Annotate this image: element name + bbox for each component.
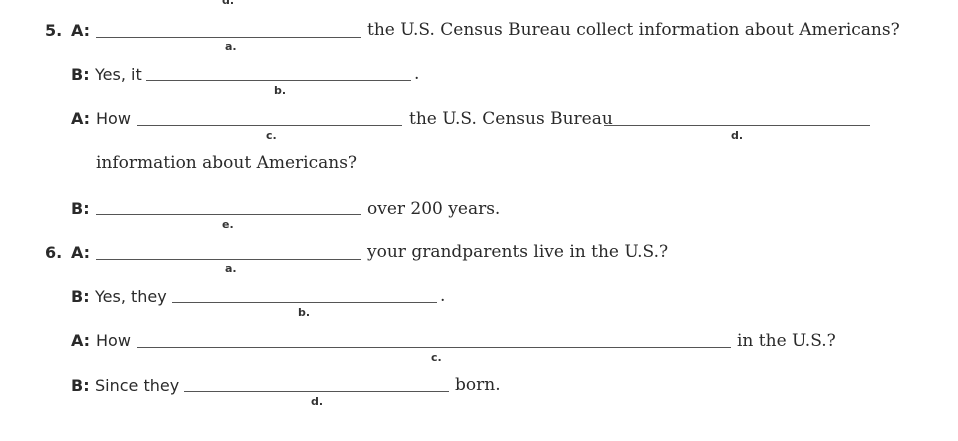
speaker-label: B: xyxy=(71,287,90,306)
sentence-period: . xyxy=(440,286,446,306)
answer-blank[interactable] xyxy=(96,214,361,215)
speaker-label: B: xyxy=(71,376,90,395)
prompt-text: How xyxy=(96,331,131,350)
answer-blank[interactable] xyxy=(604,125,870,126)
speaker-label: A: xyxy=(71,331,91,350)
blank-label: b. xyxy=(274,84,287,97)
prompt-text: the U.S. Census Bureau collect informati… xyxy=(367,20,900,40)
speaker-label: A: xyxy=(71,21,91,40)
blank-label: d. xyxy=(311,395,324,408)
blank-label: c. xyxy=(266,129,277,142)
speaker-label: A: xyxy=(71,243,91,262)
answer-blank[interactable] xyxy=(172,302,437,303)
blank-label: b. xyxy=(298,306,311,319)
sentence-period: . xyxy=(414,64,420,84)
prompt-text: over 200 years. xyxy=(367,199,501,219)
answer-blank[interactable] xyxy=(184,391,449,392)
blank-label: a. xyxy=(225,262,237,275)
prompt-text: How xyxy=(96,109,131,128)
prompt-text: the U.S. Census Bureau xyxy=(409,109,613,129)
blank-label: a. xyxy=(225,40,237,53)
prompt-text: your grandparents live in the U.S.? xyxy=(367,242,669,262)
blank-label: e. xyxy=(222,218,234,231)
prompt-text: Yes, they xyxy=(95,287,167,306)
exercise-number: 6. xyxy=(45,243,63,262)
prompt-text: born. xyxy=(455,375,501,395)
answer-blank[interactable] xyxy=(96,259,361,260)
speaker-label: B: xyxy=(71,65,90,84)
prompt-text: Since they xyxy=(95,376,180,395)
answer-blank[interactable] xyxy=(137,125,402,126)
exercise-number: 5. xyxy=(45,21,63,40)
blank-label: c. xyxy=(431,351,442,364)
prompt-text: information about Americans? xyxy=(96,153,358,173)
answer-blank[interactable] xyxy=(146,80,411,81)
blank-label: d. xyxy=(731,129,744,142)
speaker-label: A: xyxy=(71,109,91,128)
blank-label: d. xyxy=(222,0,235,7)
answer-blank[interactable] xyxy=(96,37,361,38)
speaker-label: B: xyxy=(71,199,90,218)
answer-blank[interactable] xyxy=(137,347,731,348)
prompt-text: Yes, it xyxy=(95,65,142,84)
prompt-text: in the U.S.? xyxy=(737,331,836,351)
